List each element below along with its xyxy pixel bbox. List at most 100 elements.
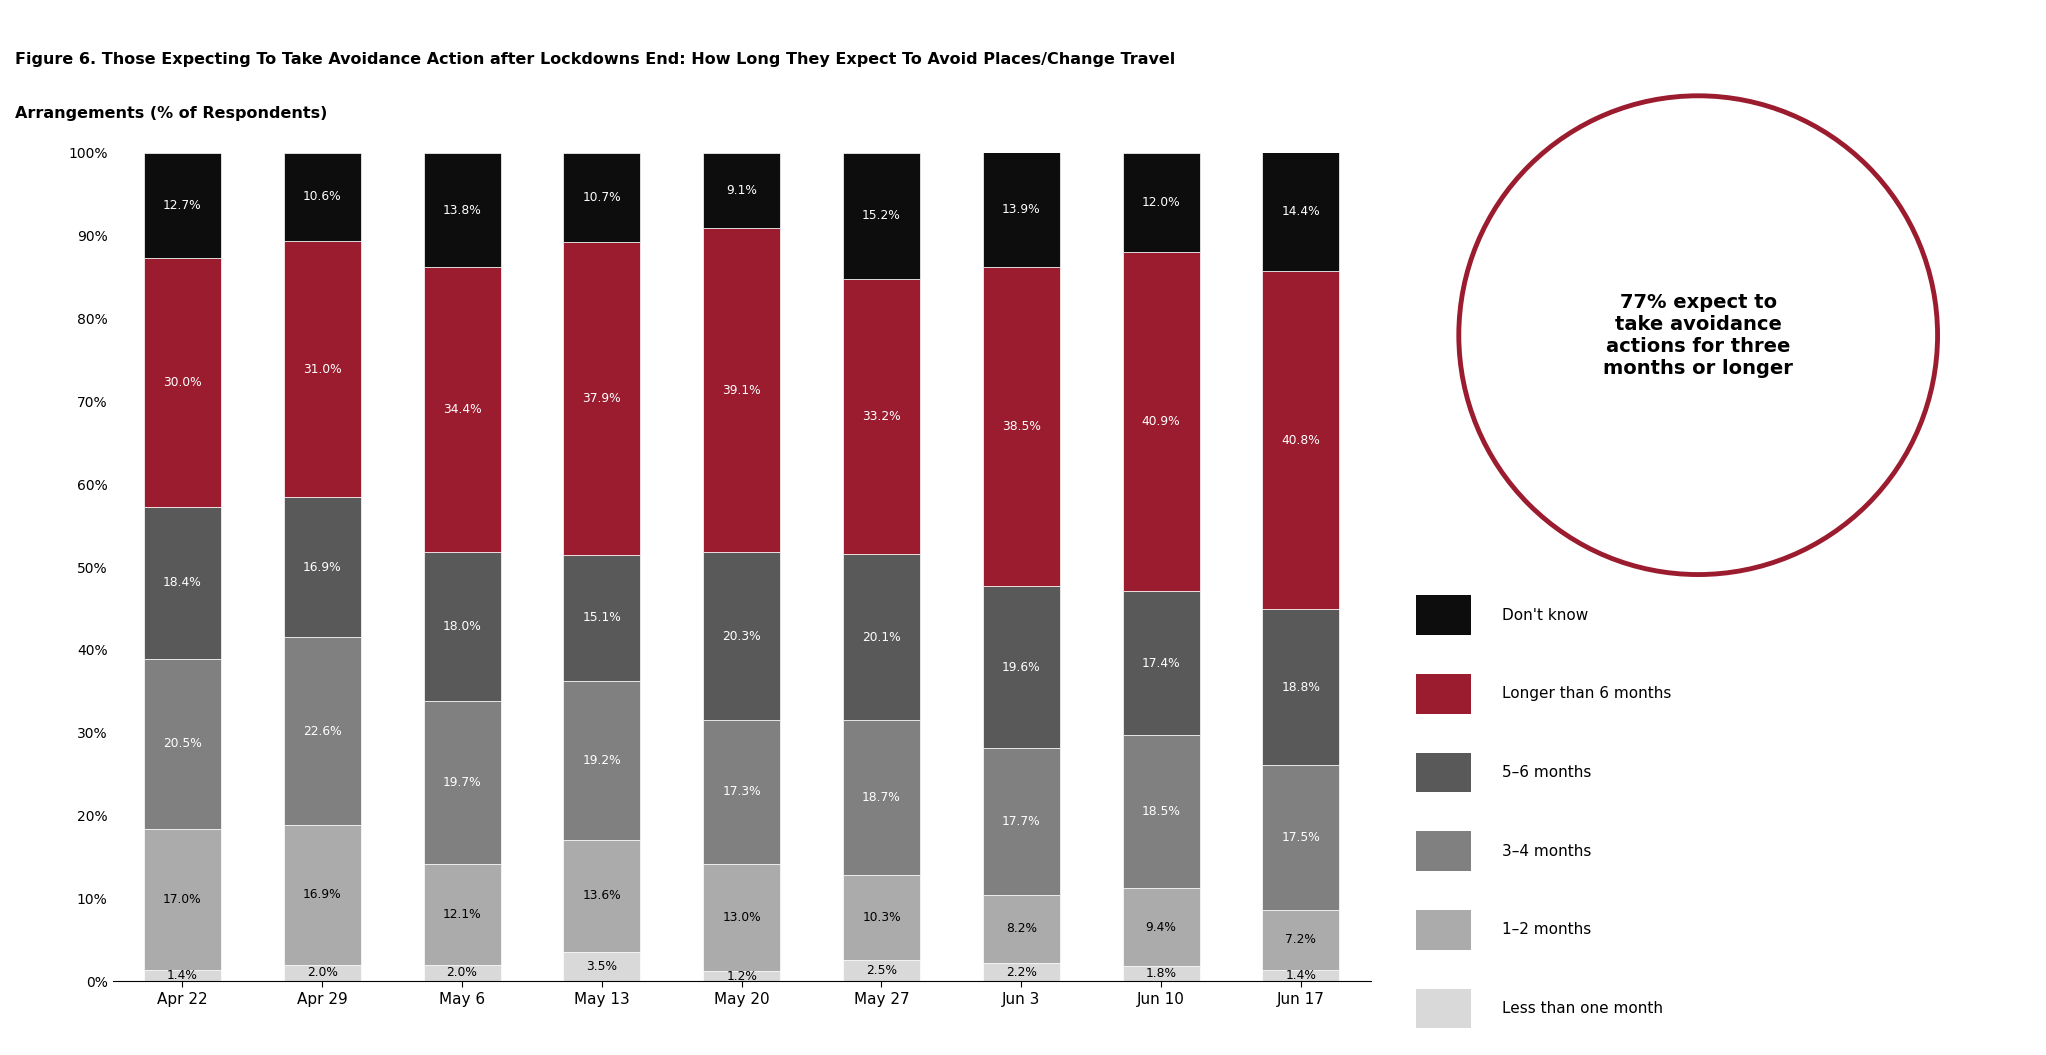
- Bar: [982, 963, 1060, 981]
- Text: 16.9%: 16.9%: [303, 561, 342, 574]
- Text: 17.3%: 17.3%: [722, 785, 761, 799]
- Text: 14.4%: 14.4%: [1281, 206, 1320, 218]
- Bar: [704, 552, 780, 721]
- Bar: [284, 498, 360, 637]
- Text: 34.4%: 34.4%: [442, 403, 481, 417]
- Text: 39.1%: 39.1%: [722, 384, 761, 397]
- Text: Arrangements (% of Respondents): Arrangements (% of Respondents): [16, 106, 327, 120]
- Text: 30.0%: 30.0%: [164, 376, 203, 389]
- Text: 22.6%: 22.6%: [303, 725, 342, 737]
- Bar: [1262, 970, 1340, 981]
- Bar: [143, 829, 221, 970]
- Text: 20.3%: 20.3%: [722, 630, 761, 642]
- Bar: [424, 702, 501, 864]
- Bar: [424, 153, 501, 267]
- Text: 15.2%: 15.2%: [861, 209, 900, 223]
- Bar: [982, 267, 1060, 587]
- Bar: [424, 267, 501, 552]
- Text: Less than one month: Less than one month: [1502, 1001, 1663, 1016]
- FancyBboxPatch shape: [1416, 831, 1471, 871]
- Text: 12.1%: 12.1%: [442, 908, 481, 921]
- Bar: [1123, 735, 1199, 888]
- FancyBboxPatch shape: [1416, 674, 1471, 713]
- Text: 1.4%: 1.4%: [168, 968, 198, 982]
- Bar: [143, 153, 221, 258]
- Text: 10.7%: 10.7%: [583, 191, 622, 204]
- Text: 2.0%: 2.0%: [446, 966, 477, 979]
- Text: 20.5%: 20.5%: [164, 737, 203, 750]
- Bar: [843, 960, 921, 981]
- Text: 19.7%: 19.7%: [442, 776, 481, 789]
- Text: 18.5%: 18.5%: [1142, 805, 1181, 819]
- Text: 1.4%: 1.4%: [1285, 968, 1316, 982]
- Text: 17.0%: 17.0%: [164, 893, 203, 905]
- Bar: [1262, 909, 1340, 970]
- Bar: [982, 587, 1060, 748]
- Bar: [424, 864, 501, 964]
- Text: 12.0%: 12.0%: [1142, 196, 1181, 209]
- Bar: [1262, 271, 1340, 610]
- FancyBboxPatch shape: [1416, 752, 1471, 792]
- Text: 10.3%: 10.3%: [861, 912, 900, 924]
- Text: 37.9%: 37.9%: [583, 392, 622, 405]
- Text: 13.8%: 13.8%: [442, 204, 481, 216]
- Bar: [1262, 610, 1340, 765]
- Text: 33.2%: 33.2%: [861, 409, 900, 423]
- Bar: [143, 659, 221, 829]
- Text: 40.8%: 40.8%: [1281, 434, 1320, 447]
- Text: 40.9%: 40.9%: [1142, 416, 1181, 428]
- Bar: [843, 876, 921, 960]
- Text: 16.9%: 16.9%: [303, 888, 342, 901]
- Bar: [424, 964, 501, 981]
- Text: 17.7%: 17.7%: [1003, 816, 1041, 828]
- Text: 2.5%: 2.5%: [865, 964, 896, 977]
- Text: 3–4 months: 3–4 months: [1502, 844, 1592, 859]
- Bar: [424, 552, 501, 702]
- Bar: [143, 506, 221, 659]
- Text: 31.0%: 31.0%: [303, 363, 342, 376]
- Text: 13.6%: 13.6%: [583, 889, 622, 902]
- Bar: [1123, 966, 1199, 981]
- Bar: [704, 864, 780, 972]
- Bar: [563, 153, 640, 242]
- Bar: [1262, 152, 1340, 271]
- Text: 15.1%: 15.1%: [583, 612, 622, 625]
- Bar: [563, 680, 640, 840]
- Bar: [704, 721, 780, 864]
- Text: 20.1%: 20.1%: [861, 631, 900, 644]
- Bar: [982, 748, 1060, 895]
- Text: 19.2%: 19.2%: [583, 753, 622, 767]
- Text: 2.2%: 2.2%: [1007, 965, 1037, 979]
- Bar: [143, 258, 221, 506]
- Text: 3.5%: 3.5%: [587, 960, 618, 973]
- Bar: [284, 637, 360, 825]
- Bar: [843, 153, 921, 279]
- Text: 1.2%: 1.2%: [726, 970, 757, 982]
- Bar: [284, 825, 360, 964]
- FancyBboxPatch shape: [1416, 989, 1471, 1029]
- Text: 7.2%: 7.2%: [1285, 934, 1316, 946]
- Bar: [704, 153, 780, 228]
- Text: 13.0%: 13.0%: [722, 910, 761, 924]
- Bar: [1123, 591, 1199, 735]
- Text: 19.6%: 19.6%: [1003, 660, 1041, 674]
- Text: 17.4%: 17.4%: [1142, 656, 1181, 670]
- Text: 18.7%: 18.7%: [861, 791, 900, 804]
- Bar: [284, 153, 360, 241]
- Text: 9.1%: 9.1%: [726, 185, 757, 197]
- FancyBboxPatch shape: [1416, 909, 1471, 950]
- Text: Don't know: Don't know: [1502, 608, 1588, 622]
- Text: 10.6%: 10.6%: [303, 190, 342, 204]
- Text: 18.8%: 18.8%: [1281, 680, 1320, 693]
- Text: 1–2 months: 1–2 months: [1502, 922, 1592, 937]
- Bar: [704, 228, 780, 552]
- Text: 1.8%: 1.8%: [1146, 967, 1176, 980]
- Text: 38.5%: 38.5%: [1003, 420, 1041, 434]
- Bar: [284, 241, 360, 498]
- Bar: [1123, 153, 1199, 252]
- Text: 13.9%: 13.9%: [1003, 204, 1041, 216]
- FancyBboxPatch shape: [1416, 595, 1471, 635]
- Bar: [982, 895, 1060, 963]
- Text: Figure 6. Those Expecting To Take Avoidance Action after Lockdowns End: How Long: Figure 6. Those Expecting To Take Avoida…: [16, 53, 1176, 68]
- Bar: [704, 972, 780, 981]
